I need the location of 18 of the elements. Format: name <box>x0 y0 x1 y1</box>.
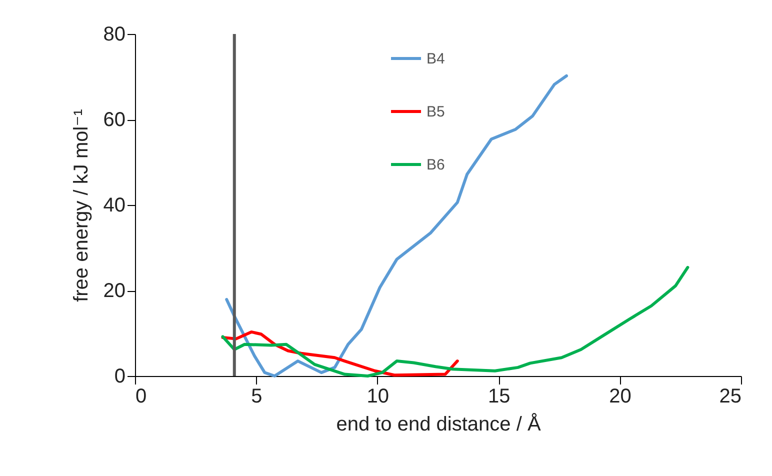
y-tick-label: 0 <box>114 366 126 388</box>
x-tick-label: 25 <box>719 386 742 408</box>
x-tick-label: 20 <box>609 386 632 408</box>
x-axis-title: end to end distance / Å <box>336 412 542 436</box>
y-axis-title: free energy / kJ mol⁻¹ <box>70 108 92 302</box>
x-tick-label: 10 <box>366 386 390 408</box>
line-series <box>225 74 568 378</box>
legend-label: B5 <box>426 104 445 120</box>
y-tick-label: 20 <box>103 280 126 302</box>
x-tick-label: 5 <box>251 386 262 408</box>
x-tick-label: 0 <box>136 386 147 408</box>
x-tick-label: 15 <box>488 386 510 408</box>
y-tick-label: 60 <box>103 109 126 131</box>
legend-label: B4 <box>426 50 445 68</box>
legend-label: B6 <box>426 156 445 174</box>
y-tick-label: 80 <box>103 24 126 46</box>
line-series <box>221 266 690 378</box>
y-tick-label: 40 <box>103 194 126 216</box>
